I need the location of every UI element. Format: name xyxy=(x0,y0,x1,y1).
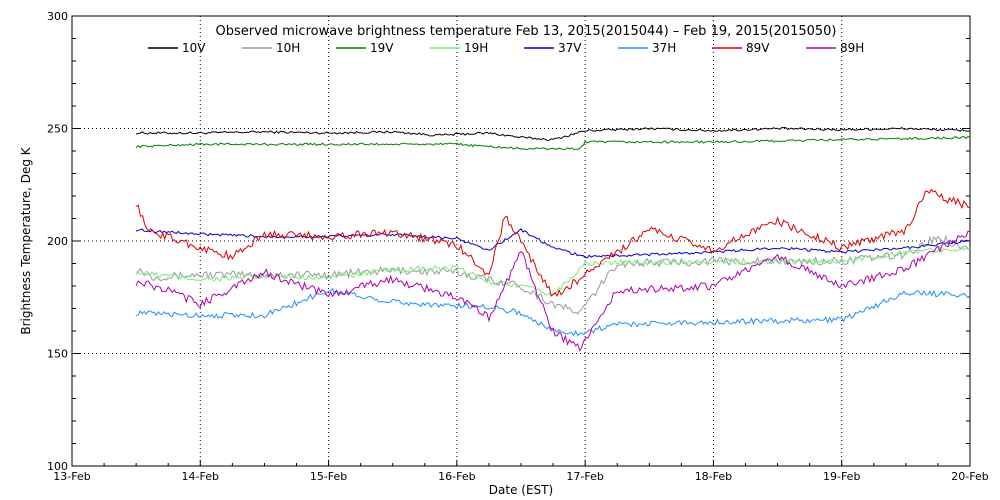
chart-title: Observed microwave brightness temperatur… xyxy=(215,24,836,39)
y-tick-label: 100 xyxy=(47,460,68,473)
axis-ticks: 13-Feb 14-Feb 15-Feb 16-Feb 17-Feb 18-Feb 19-F… xyxy=(47,10,989,483)
x-tick-label: 16-Feb xyxy=(438,470,475,483)
legend-label-37h: 37H xyxy=(652,41,676,55)
x-axis-label: Date (EST) xyxy=(489,483,553,497)
legend-label-10h: 10H xyxy=(276,41,300,55)
x-tick-label: 13-Feb xyxy=(53,470,90,483)
legend-label-89h: 89H xyxy=(840,41,864,55)
x-tick-label: 18-Feb xyxy=(695,470,732,483)
series-line-89v xyxy=(135,188,971,298)
series-line-19v xyxy=(135,135,971,151)
y-tick-label: 200 xyxy=(47,235,68,248)
legend-label-10v: 10V xyxy=(182,41,206,55)
x-tick-label: 20-Feb xyxy=(951,470,988,483)
y-tick-label: 150 xyxy=(47,348,68,361)
x-tick-label: 14-Feb xyxy=(182,470,219,483)
x-tick-label: 15-Feb xyxy=(310,470,347,483)
series-line-89h xyxy=(135,230,971,352)
legend-label-19v: 19V xyxy=(370,41,394,55)
series-line-10v xyxy=(135,126,971,141)
series-layer xyxy=(135,126,971,352)
x-tick-label: 17-Feb xyxy=(566,470,603,483)
legend-label-89v: 89V xyxy=(746,41,770,55)
y-tick-label: 300 xyxy=(47,10,68,23)
legend: 10V 10H 19V 19H 37V 37H 89V 89H xyxy=(148,41,864,55)
y-axis-label: Brightness Temperature, Deg K xyxy=(19,146,33,334)
grid-lines xyxy=(72,16,970,466)
y-tick-label: 250 xyxy=(47,123,68,136)
x-tick-label: 19-Feb xyxy=(823,470,860,483)
legend-label-37v: 37V xyxy=(558,41,582,55)
series-line-37v xyxy=(135,228,971,259)
legend-label-19h: 19H xyxy=(464,41,488,55)
